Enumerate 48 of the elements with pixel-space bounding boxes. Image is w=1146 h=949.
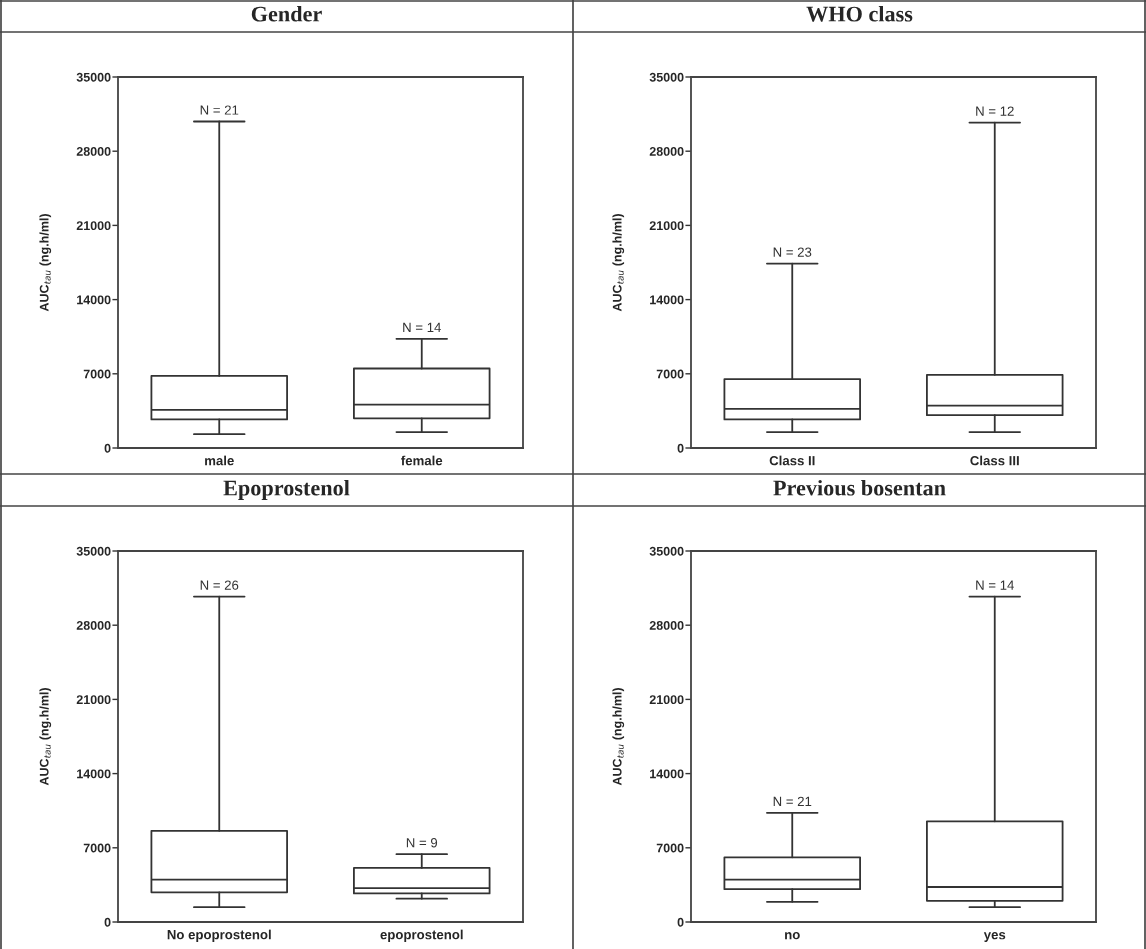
y-tick-label: 21000 [649,695,684,705]
annotation: N = 21 [200,105,239,115]
annotation: N = 21 [773,796,812,806]
y-tick-label: 28000 [76,147,111,156]
y-tick-label: 28000 [649,147,684,156]
y-tick-label: 21000 [649,221,684,231]
y-tick-label: 35000 [649,546,684,556]
y-tick-label: 35000 [76,546,111,556]
x-tick-label: No epoprostenol [167,929,271,942]
annotation: N = 9 [406,838,438,848]
x-tick-label: Class II [769,455,815,466]
y-tick-label: 35000 [76,72,111,82]
y-tick-label: 14000 [77,769,111,779]
x-tick-label: yes [983,932,1006,942]
chart-title: WHO class [806,5,913,22]
x-tick-label: male [205,455,234,466]
y-tick-label: 28000 [76,621,111,630]
y-tick-label: 0 [104,917,111,927]
x-tick-label: epoprostenol [380,929,463,942]
y-tick-label: 7000 [656,369,684,379]
y-tick-label: 21000 [76,221,111,231]
y-tick-label: 7000 [83,843,111,853]
annotation: N = 26 [200,580,239,590]
y-tick-label: 0 [677,917,684,927]
y-tick-label: 14000 [650,769,684,779]
y-tick-label: 7000 [656,843,684,853]
y-axis-title: AUC$_{tau}$ (ng.h/ml) [612,214,625,312]
y-tick-label: 28000 [649,621,684,630]
y-tick-label: 7000 [83,369,111,379]
x-tick-label: female [401,455,443,466]
y-axis-title: AUC$_{tau}$ (ng.h/ml) [39,214,52,312]
chart-title: Previous bosentan [773,479,946,496]
y-tick-label: 0 [677,443,684,453]
y-tick-label: 21000 [76,695,111,705]
y-axis-title: AUC$_{tau}$ (ng.h/ml) [39,688,52,786]
y-tick-label: 14000 [77,295,111,305]
annotation: N = 14 [976,580,1014,590]
chart-title: Epoprostenol [223,479,350,501]
annotation: N = 23 [773,247,812,257]
y-tick-label: 14000 [650,295,684,305]
x-tick-label: no [785,932,800,940]
chart-title: Gender [251,5,322,22]
y-tick-label: 35000 [649,72,684,82]
y-tick-label: 0 [104,443,111,453]
y-axis-title: AUC$_{tau}$ (ng.h/ml) [612,688,625,786]
annotation: N = 14 [403,322,441,332]
x-tick-label: Class III [970,455,1019,466]
annotation: N = 12 [976,106,1014,116]
